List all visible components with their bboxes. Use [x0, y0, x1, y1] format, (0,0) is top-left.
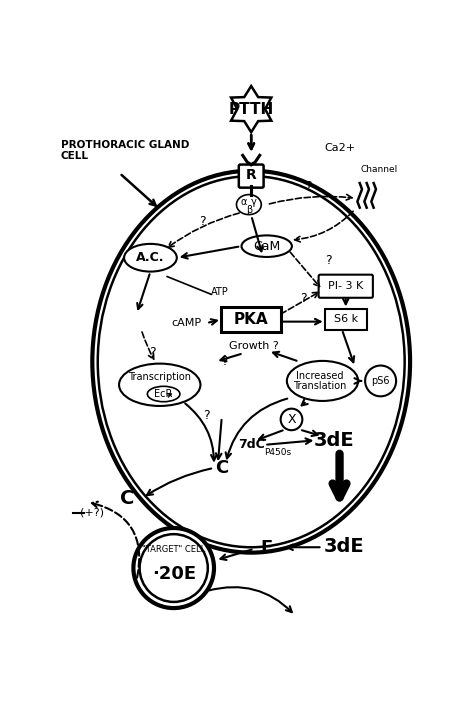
Text: Translation: Translation — [293, 382, 346, 391]
Text: ?: ? — [149, 346, 155, 359]
Ellipse shape — [124, 244, 177, 272]
Text: PTTH: PTTH — [228, 101, 274, 117]
Circle shape — [365, 365, 396, 396]
Text: R: R — [246, 168, 257, 182]
Text: 3dE: 3dE — [314, 431, 354, 450]
FancyBboxPatch shape — [319, 275, 373, 298]
FancyBboxPatch shape — [325, 308, 367, 330]
Ellipse shape — [236, 194, 261, 215]
Ellipse shape — [287, 361, 358, 401]
Text: P450s: P450s — [264, 448, 291, 457]
Circle shape — [281, 408, 303, 430]
Text: PI- 3 K: PI- 3 K — [328, 281, 363, 291]
Text: C: C — [215, 459, 228, 477]
Text: PKA: PKA — [234, 312, 269, 327]
Text: CELL: CELL — [60, 151, 89, 161]
Text: Transcription: Transcription — [128, 372, 191, 382]
Text: 3dE: 3dE — [324, 537, 364, 556]
Text: S6 k: S6 k — [334, 314, 358, 325]
Text: X: X — [287, 413, 296, 426]
Text: A.C.: A.C. — [136, 251, 165, 264]
Ellipse shape — [242, 235, 292, 257]
Text: Growth ?: Growth ? — [229, 341, 279, 351]
Text: ?: ? — [301, 292, 307, 305]
Text: cAMP: cAMP — [172, 318, 202, 328]
Text: α: α — [240, 196, 247, 206]
Text: ATP: ATP — [211, 287, 229, 297]
Text: CaM: CaM — [253, 239, 280, 253]
Text: ?: ? — [325, 253, 332, 267]
Circle shape — [134, 528, 214, 608]
Text: γ: γ — [251, 196, 256, 206]
FancyBboxPatch shape — [221, 307, 281, 332]
Text: 7dC: 7dC — [238, 439, 265, 451]
Text: ?: ? — [221, 356, 228, 368]
Ellipse shape — [93, 171, 410, 553]
Text: Channel: Channel — [361, 165, 398, 174]
Text: ?: ? — [305, 180, 312, 193]
Text: E: E — [261, 539, 273, 557]
Text: C: C — [120, 489, 135, 508]
Polygon shape — [231, 86, 271, 132]
Text: "TARGET" CELL: "TARGET" CELL — [142, 545, 205, 554]
Text: ?: ? — [203, 409, 210, 422]
Text: pS6: pS6 — [371, 376, 390, 386]
Text: β: β — [246, 205, 252, 215]
Text: EcR: EcR — [154, 389, 173, 399]
Text: ·20E: ·20E — [152, 565, 196, 583]
FancyBboxPatch shape — [239, 165, 263, 188]
Text: (+?): (+?) — [80, 508, 103, 517]
Text: ?: ? — [199, 215, 206, 228]
Text: Increased: Increased — [295, 370, 343, 381]
Text: PROTHORACIC GLAND: PROTHORACIC GLAND — [60, 139, 189, 149]
Text: Ca2+: Ca2+ — [324, 143, 355, 153]
Ellipse shape — [119, 363, 201, 406]
